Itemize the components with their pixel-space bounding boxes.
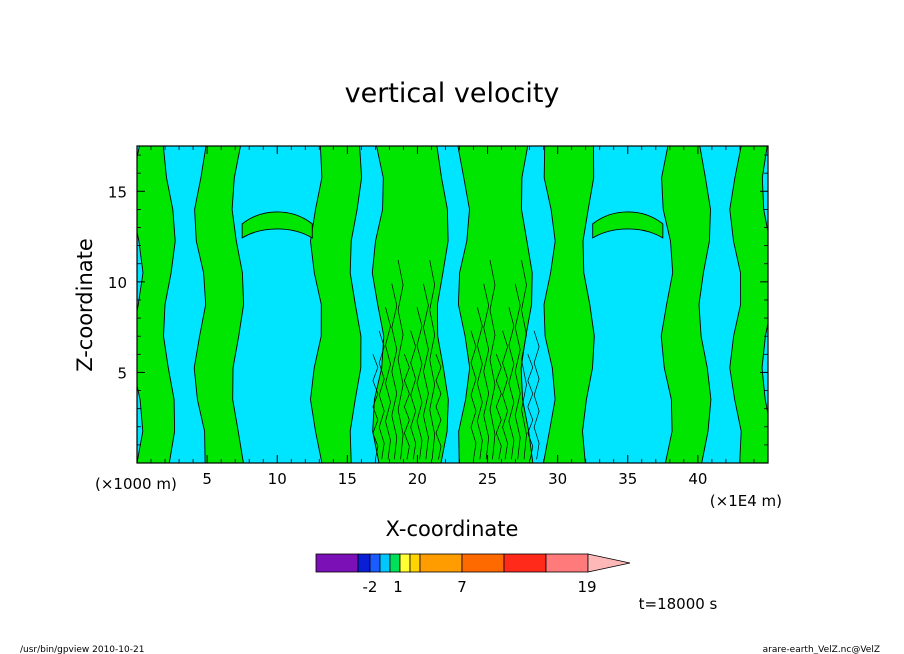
colorbar-bin-6 xyxy=(409,553,421,573)
contour-squiggle-19 xyxy=(521,260,527,460)
green-column-3 xyxy=(371,146,449,463)
footer-right: arare-earth_VelZ.nc@VelZ xyxy=(763,645,880,654)
x-tick-label: 40 xyxy=(688,470,707,488)
contour-squiggle-20 xyxy=(527,354,534,460)
colorbar-bin-7 xyxy=(419,553,463,573)
colorbar-bin-8 xyxy=(461,553,505,573)
colorbar-bin-3 xyxy=(379,553,391,573)
y-axis: 5 10 15 xyxy=(108,154,768,446)
contour-squiggle-9 xyxy=(429,260,436,460)
green-column-6 xyxy=(660,146,712,463)
contour-small-features xyxy=(372,260,540,460)
contour-field xyxy=(137,146,768,463)
colorbar-bin-0 xyxy=(315,553,359,573)
colorbar-label-3: 19 xyxy=(577,578,596,596)
y-axis-label: Z-coordinate xyxy=(73,238,97,372)
y-tick-label: 15 xyxy=(108,183,127,201)
contour-squiggle-4 xyxy=(397,260,404,460)
contour-squiggle-12 xyxy=(476,307,483,460)
green-arch-1 xyxy=(592,211,664,239)
x-tick-label: 25 xyxy=(478,470,497,488)
x-tick-label: 10 xyxy=(268,470,287,488)
contour-squiggle-15 xyxy=(495,354,502,460)
contour-positive-regions xyxy=(137,146,768,463)
x-unit-right: (×1E4 m) xyxy=(710,492,782,510)
contour-squiggle-7 xyxy=(416,307,423,460)
contour-squiggle-6 xyxy=(410,330,417,460)
green-arch-0 xyxy=(241,211,313,239)
contour-squiggle-17 xyxy=(508,307,515,460)
time-label: t=18000 s xyxy=(639,595,718,613)
x-tick-label: 5 xyxy=(202,470,212,488)
contour-squiggle-14 xyxy=(489,260,496,460)
colorbar-label-2: 7 xyxy=(457,578,467,596)
contour-squiggle-3 xyxy=(391,283,398,460)
contour-squiggle-8 xyxy=(423,283,429,460)
contour-squiggle-18 xyxy=(514,283,521,460)
x-tick-label: 35 xyxy=(618,470,637,488)
contour-squiggle-16 xyxy=(502,330,508,460)
colorbar-bin-1 xyxy=(357,553,371,573)
colorbar-bin-5 xyxy=(399,553,411,573)
colorbar-arrow xyxy=(587,553,631,573)
contour-squiggle-1 xyxy=(378,330,385,460)
green-column-5 xyxy=(543,146,595,463)
colorbar-label-0: -2 xyxy=(363,578,378,596)
colorbar-bin-10 xyxy=(545,553,589,573)
green-column-7 xyxy=(729,146,768,463)
colorbar-bin-2 xyxy=(369,553,381,573)
chart-title: vertical velocity xyxy=(345,78,560,109)
green-column-4 xyxy=(457,146,534,463)
green-column-1 xyxy=(193,146,245,463)
x-tick-label: 30 xyxy=(548,470,567,488)
x-axis-label: X-coordinate xyxy=(386,517,519,541)
green-column-0 xyxy=(137,146,176,463)
x-unit-left: (×1000 m) xyxy=(95,475,177,493)
x-tick-label: 20 xyxy=(408,470,427,488)
contour-squiggle-10 xyxy=(435,354,442,460)
green-column-2 xyxy=(310,146,363,463)
footer-left: /usr/bin/gpview 2010-10-21 xyxy=(20,645,144,654)
contour-squiggle-13 xyxy=(483,283,490,460)
x-axis: 5 10 15 20 25 30 35 40 xyxy=(150,146,755,488)
y-tick-label: 5 xyxy=(117,364,127,382)
y-tick-label: 10 xyxy=(108,274,127,292)
colorbar-label-1: 1 xyxy=(393,578,403,596)
contour-squiggle-21 xyxy=(533,330,540,460)
colorbar-bin-9 xyxy=(503,553,547,573)
colorbar-bin-4 xyxy=(389,553,401,573)
colorbar xyxy=(315,553,631,573)
contour-squiggle-11 xyxy=(470,330,477,460)
contour-squiggle-5 xyxy=(404,354,410,460)
plot-frame xyxy=(136,145,769,464)
contour-squiggle-0 xyxy=(372,354,379,460)
x-tick-label: 15 xyxy=(338,470,357,488)
contour-squiggle-2 xyxy=(385,307,391,460)
